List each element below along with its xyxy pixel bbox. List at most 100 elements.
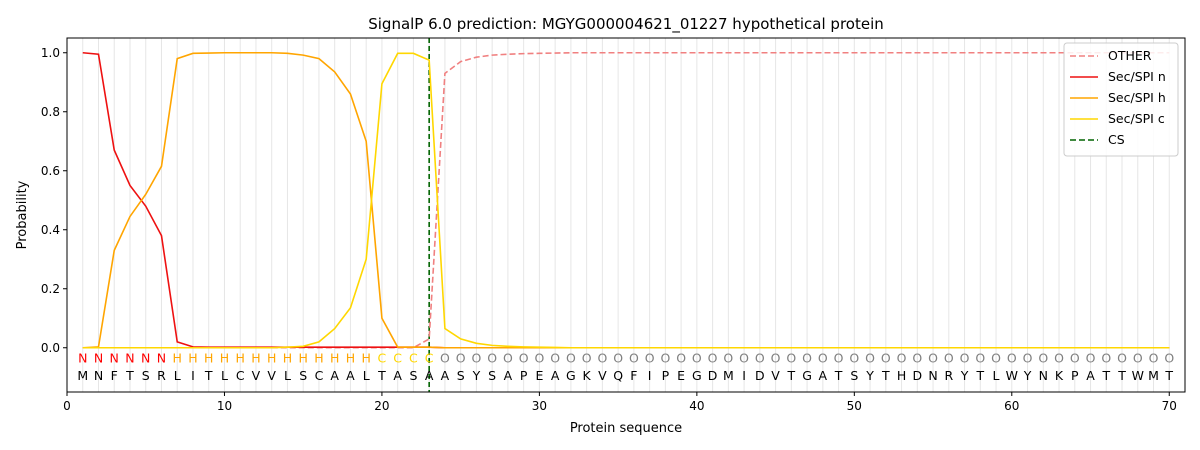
annotation-letter: N	[94, 351, 103, 366]
x-axis-ticks: 0 10 20 30 40 50 60 70	[63, 392, 1177, 413]
annotation-letter: O	[629, 351, 639, 366]
annotation-letter: O	[487, 351, 497, 366]
sequence-letter: Y	[960, 368, 969, 383]
series-line-sec-spi-h	[82, 51, 1170, 349]
sequence-letter: A	[425, 368, 434, 383]
annotation-letter: N	[110, 351, 119, 366]
legend-label: Sec/SPI h	[1108, 90, 1166, 105]
sequence-letter: T	[881, 368, 890, 383]
annotation-letter: O	[597, 351, 607, 366]
sequence-letter: N	[1039, 368, 1048, 383]
annotation-letter: O	[802, 351, 812, 366]
annotation-letter: O	[818, 351, 828, 366]
y-tick-label: 0.0	[41, 341, 60, 355]
sequence-letter: A	[504, 368, 513, 383]
series-line-other	[82, 51, 1170, 349]
annotation-letter: C	[378, 351, 387, 366]
annotation-letter: O	[1023, 351, 1033, 366]
sequence-letter: W	[1006, 368, 1018, 383]
annotation-letter: H	[236, 351, 245, 366]
sequence-letter: E	[677, 368, 685, 383]
annotation-letter: O	[849, 351, 859, 366]
annotation-letter: O	[692, 351, 702, 366]
y-tick-label: 0.4	[41, 223, 60, 237]
annotation-letter: H	[267, 351, 276, 366]
annotation-letter: H	[283, 351, 292, 366]
annotation-letter: O	[1007, 351, 1017, 366]
sequence-letter: S	[409, 368, 417, 383]
sequence-letter: G	[692, 368, 702, 383]
sequence-letter: I	[191, 368, 195, 383]
annotation-letter: O	[912, 351, 922, 366]
sequence-letter: C	[315, 368, 324, 383]
sequence-letter: S	[299, 368, 307, 383]
sequence-letter: C	[236, 368, 245, 383]
legend-label: Sec/SPI n	[1108, 69, 1166, 84]
sequence-letter: Y	[472, 368, 481, 383]
sequence-letter: A	[330, 368, 339, 383]
annotation-letter: O	[944, 351, 954, 366]
annotation-letter: O	[1086, 351, 1096, 366]
plot-frame	[66, 37, 1186, 393]
annotation-letter: O	[534, 351, 544, 366]
annotation-letter: O	[928, 351, 938, 366]
sequence-letter: T	[1117, 368, 1126, 383]
sequence-letter: A	[551, 368, 560, 383]
y-tick-label: 0.8	[41, 105, 60, 119]
annotation-letter: O	[1149, 351, 1159, 366]
annotation-letter: O	[582, 351, 592, 366]
y-tick-label: 0.2	[41, 282, 60, 296]
annotation-letter: O	[755, 351, 765, 366]
annotation-letter: O	[471, 351, 481, 366]
sequence-letter: S	[142, 368, 150, 383]
sequence-letter: T	[787, 368, 796, 383]
annotation-letter: O	[660, 351, 670, 366]
sequence-letter: V	[267, 368, 276, 383]
sequence-letter: M	[723, 368, 734, 383]
x-tick-label: 60	[1004, 399, 1019, 413]
annotation-letter: H	[251, 351, 260, 366]
sequence-letter: A	[346, 368, 355, 383]
sequence-letter: D	[755, 368, 765, 383]
sequence-letter: T	[204, 368, 213, 383]
x-tick-label: 0	[63, 399, 71, 413]
x-tick-label: 10	[217, 399, 232, 413]
annotation-letter: O	[975, 351, 985, 366]
sequence-letter: S	[488, 368, 496, 383]
annotation-letter: N	[157, 351, 166, 366]
annotation-letter: O	[708, 351, 718, 366]
sequence-letter: Y	[1023, 368, 1032, 383]
annotation-letter: O	[613, 351, 623, 366]
sequence-letter: L	[993, 368, 1000, 383]
sequence-letter: P	[662, 368, 670, 383]
annotation-letter: O	[960, 351, 970, 366]
annotation-letter: H	[188, 351, 197, 366]
annotation-letter: O	[1133, 351, 1143, 366]
annotation-letter: O	[771, 351, 781, 366]
annotation-letter: H	[346, 351, 355, 366]
x-tick-label: 70	[1162, 399, 1177, 413]
sequence-letter: Y	[865, 368, 874, 383]
legend-box	[1063, 42, 1179, 157]
annotation-letter: C	[409, 351, 418, 366]
annotation-letter: H	[330, 351, 339, 366]
sequence-letter: Q	[613, 368, 623, 383]
annotation-letter: O	[440, 351, 450, 366]
annotation-letter: H	[361, 351, 370, 366]
y-tick-label: 1.0	[41, 46, 60, 60]
annotation-letter: H	[220, 351, 229, 366]
sequence-letter: V	[598, 368, 607, 383]
sequence-letter: V	[252, 368, 261, 383]
y-axis-ticks: 0.0 0.2 0.4 0.6 0.8 1.0	[41, 46, 67, 355]
annotation-letter: N	[78, 351, 87, 366]
sequence-letter: W	[1132, 368, 1144, 383]
sequence-letter: F	[630, 368, 637, 383]
annotation-letter: H	[314, 351, 323, 366]
legend-label: OTHER	[1108, 48, 1152, 63]
annotation-letter: N	[125, 351, 134, 366]
sequence-letter: A	[441, 368, 450, 383]
sequence-letter: D	[708, 368, 718, 383]
annotation-letter: O	[897, 351, 907, 366]
